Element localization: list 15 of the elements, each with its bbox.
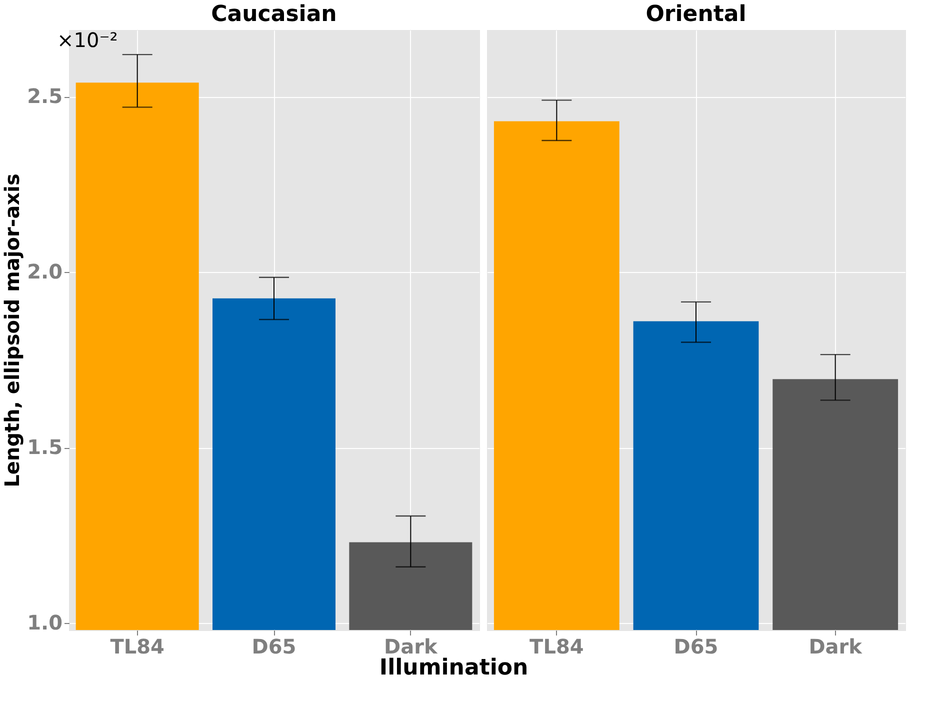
chart-title: Caucasian: [211, 2, 337, 27]
x-tick-label: Dark: [384, 634, 438, 658]
x-tick-label: D65: [674, 634, 718, 658]
y-tick-label: 1.0: [27, 610, 62, 634]
y-tick-label: 2.5: [27, 84, 62, 108]
x-tick-label: TL84: [110, 634, 164, 658]
y-tick-label: 1.5: [27, 435, 62, 460]
y-tick-label: 2.0: [27, 260, 62, 284]
x-tick-label: TL84: [530, 634, 584, 658]
y-axis-title: Length, ellipsoid major-axis: [0, 174, 24, 488]
chart-title: Oriental: [646, 2, 746, 27]
x-tick-label: Dark: [808, 634, 863, 658]
x-axis-title: Illumination: [379, 656, 528, 680]
annotation: ×10⁻²: [57, 28, 118, 52]
x-tick-label: D65: [252, 634, 296, 658]
